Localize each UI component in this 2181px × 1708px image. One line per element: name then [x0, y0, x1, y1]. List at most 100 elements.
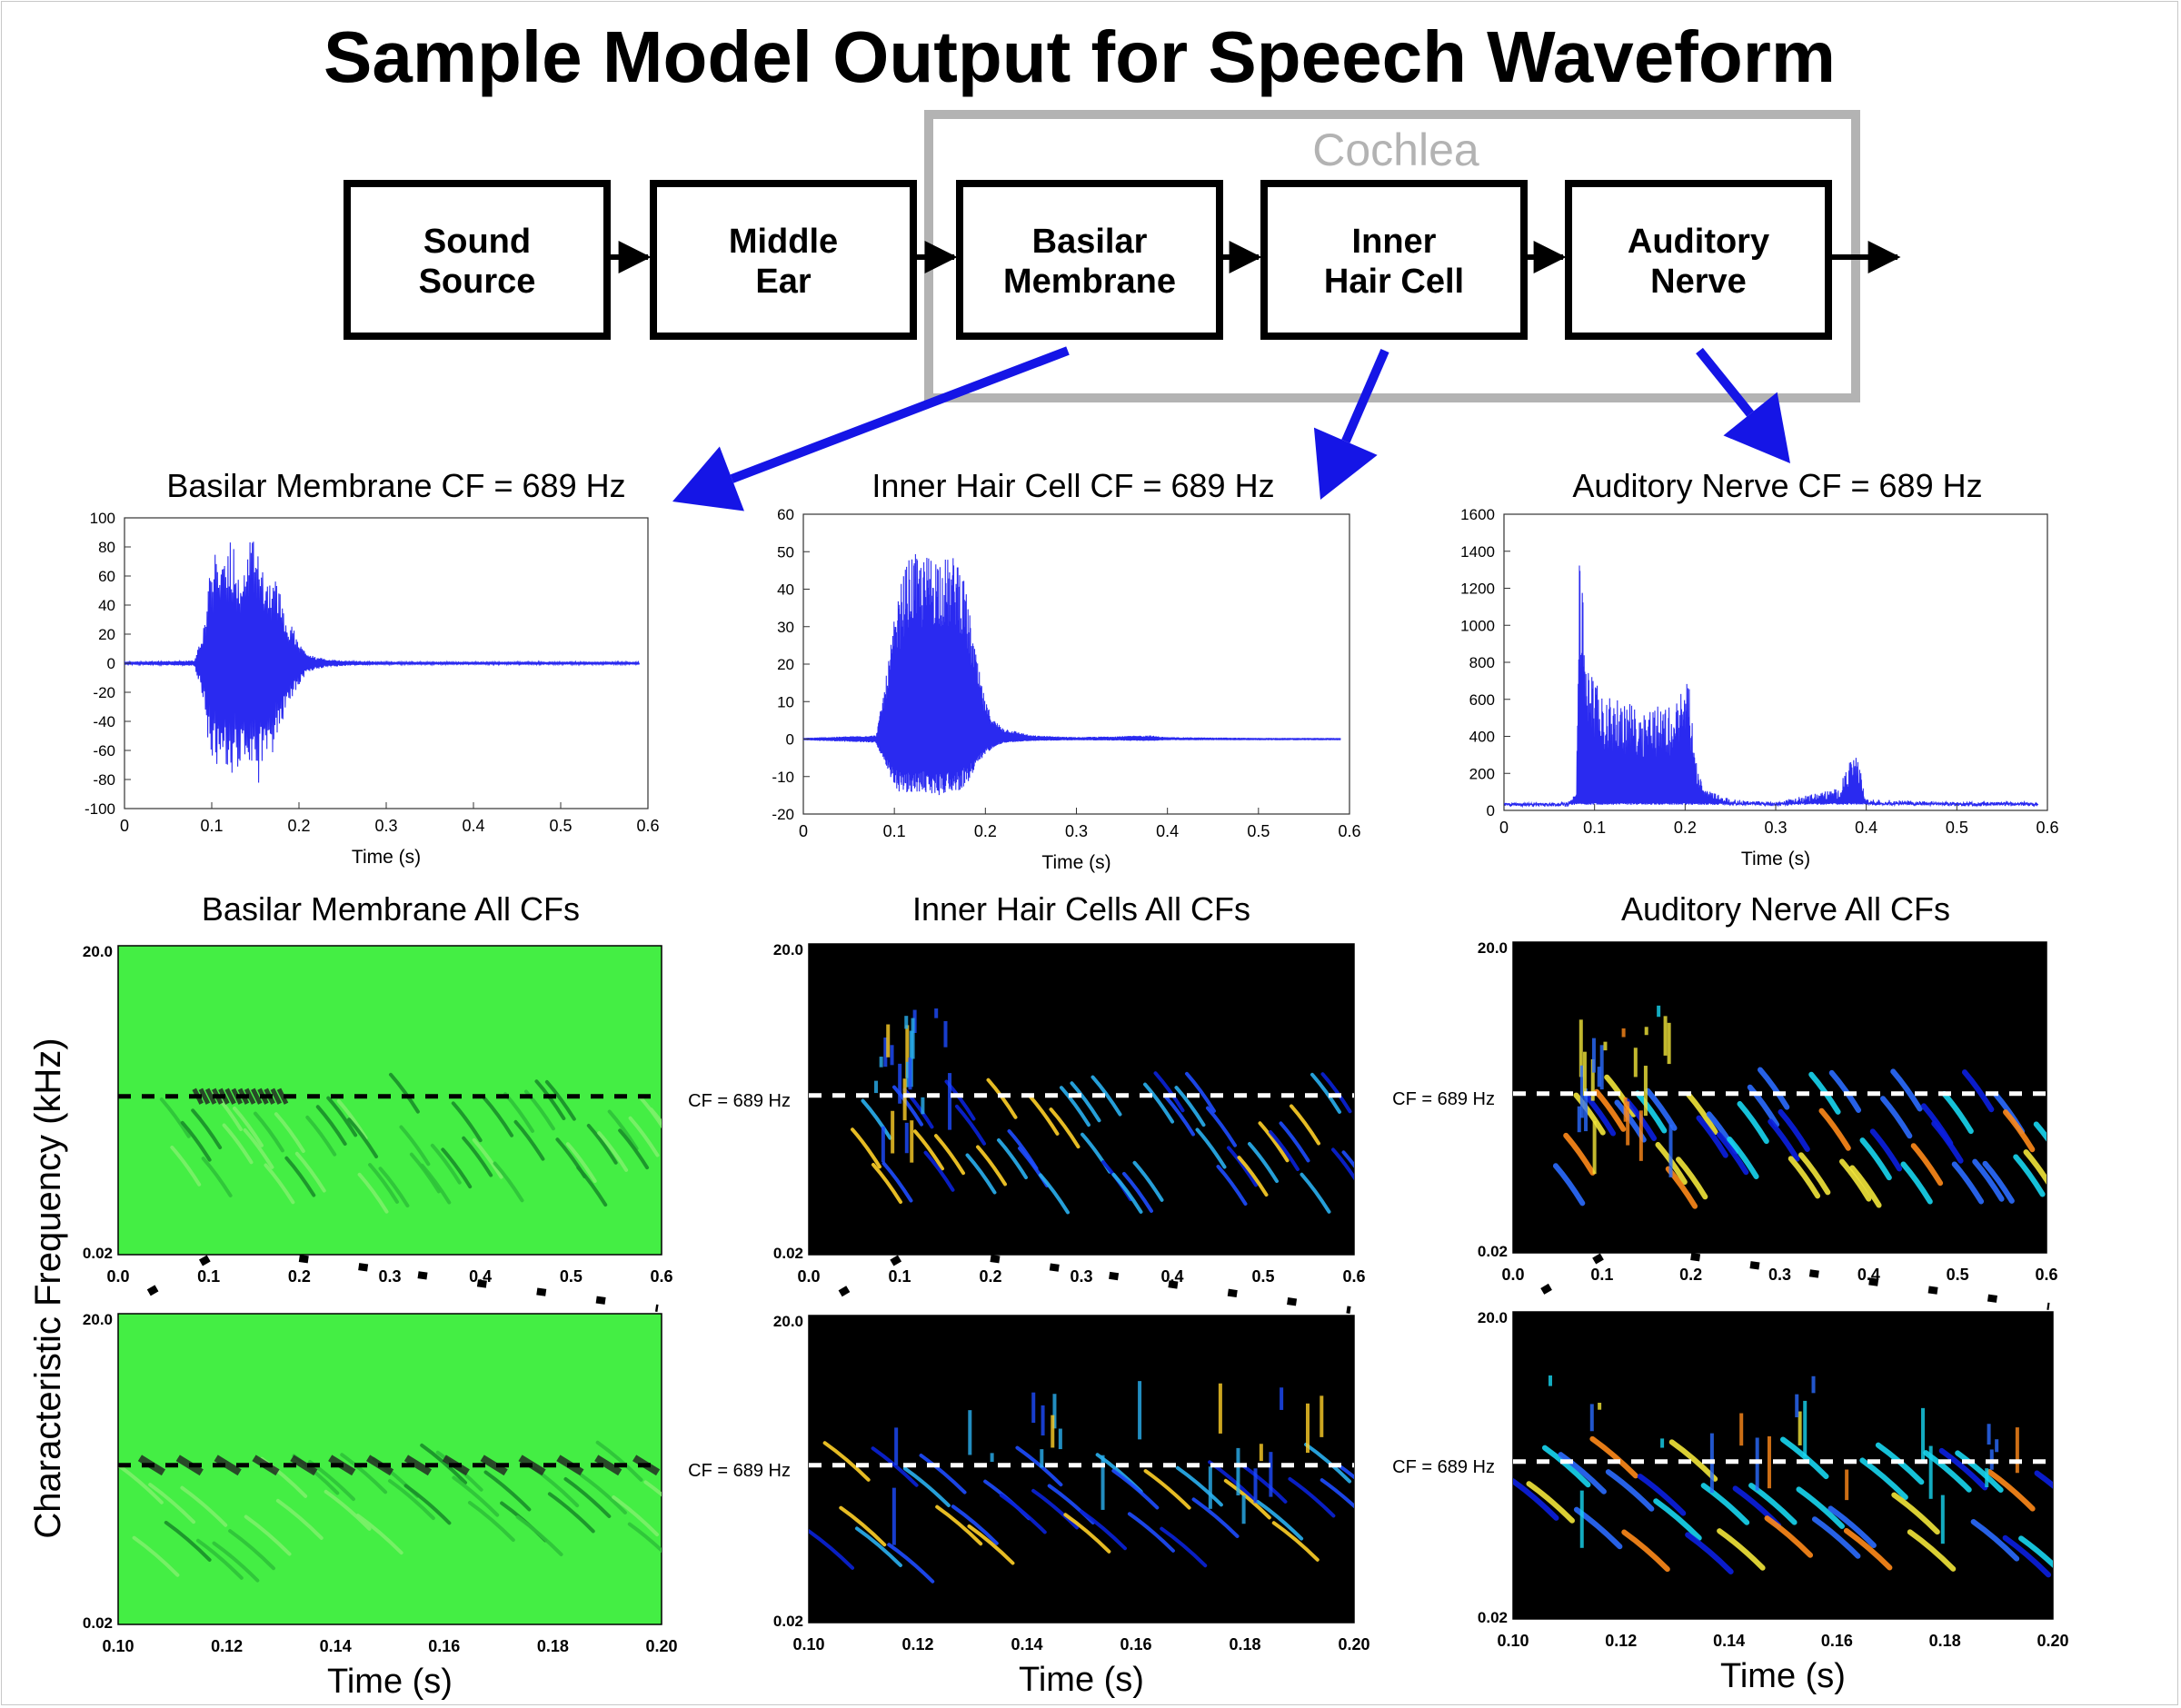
y-tick-label: 0.02 [83, 1614, 113, 1632]
x-tick-label: 0.3 [1070, 1267, 1092, 1286]
block-label: Sound [423, 223, 531, 261]
x-tick-label: 0.2 [974, 822, 997, 840]
zoom-guide [990, 1255, 1351, 1314]
chart-title: Inner Hair Cell CF = 689 Hz [871, 467, 1274, 504]
x-tick-label: 0.1 [888, 1267, 911, 1286]
heatmap-texture [118, 1440, 662, 1583]
x-axis-label: Time (s) [1019, 1661, 1144, 1699]
block-label: Middle [729, 223, 838, 261]
x-tick-label: 0.14 [1713, 1632, 1745, 1650]
y-tick-label: 20.0 [1478, 1309, 1508, 1326]
x-tick-label: 0.0 [1501, 1266, 1524, 1284]
x-tick-label: 0.0 [797, 1267, 820, 1286]
block-box [956, 180, 1223, 340]
y-tick-label: 0.02 [773, 1245, 803, 1262]
y-tick-label: 0.02 [83, 1245, 113, 1262]
x-tick-label: 0.3 [378, 1267, 401, 1286]
x-tick-label: 0.18 [1929, 1632, 1961, 1650]
y-tick-label: 200 [1469, 765, 1495, 782]
figure-title: Sample Model Output for Speech Waveform [324, 16, 1836, 97]
chart-an-all-cfs: Auditory Nerve All CFs CF = 689 Hz 20.0 0.0… [1392, 890, 2058, 1310]
arrow-to-bm-waveform [730, 346, 1070, 483]
heatmap-texture [809, 1381, 1354, 1584]
x-tick-label: 0.6 [1342, 1267, 1365, 1286]
arrow-to-ihc-waveform-head [1313, 427, 1378, 500]
x-axis-label: Time (s) [1041, 852, 1110, 873]
y-tick-label: -40 [93, 713, 115, 730]
y-tick-label: 1600 [1460, 506, 1495, 523]
x-axis-label: Time (s) [327, 1663, 453, 1701]
y-tick-label: 20.0 [83, 1311, 113, 1328]
x-tick-label: 0.2 [288, 1267, 311, 1286]
y-tick-label: -80 [93, 771, 115, 789]
block-label: Ear [755, 263, 811, 301]
zoom-guide [810, 1255, 902, 1314]
x-tick-label: 0.3 [1764, 819, 1787, 837]
y-tick-label: 10 [777, 693, 794, 710]
y-tick-label: 1000 [1460, 617, 1495, 634]
y-tick-label: 0.02 [1478, 1243, 1508, 1260]
y-tick-label: 1200 [1460, 581, 1495, 598]
x-tick-label: 0.10 [792, 1635, 824, 1653]
x-tick-label: 0.1 [1590, 1266, 1613, 1284]
y-tick-label: 40 [777, 581, 794, 599]
chart-bm-zoom: 20.0 0.02 0.10 0.12 0.14 0.16 0.18 0.20 Time (s) [83, 1311, 678, 1701]
block-box [1260, 180, 1528, 340]
block-label: Nerve [1650, 263, 1747, 301]
y-tick-label: 20 [98, 626, 115, 643]
heatmap-texture [159, 1072, 662, 1214]
y-tick-label: 0 [786, 731, 794, 749]
block-label: Inner [1352, 223, 1437, 261]
y-tick-label: 60 [777, 506, 794, 523]
arrow-to-an-waveform-head [1723, 392, 1790, 463]
y-tick-label: 0 [1487, 802, 1495, 819]
y-tick-label: 30 [777, 619, 794, 636]
heatmap-texture [1552, 1005, 2047, 1209]
chart-bm-waveform: Basilar Membrane CF = 689 Hz -100 -80 -60 -4… [85, 467, 660, 868]
x-tick-label: 0.5 [1947, 1266, 1969, 1284]
x-tick-label: 0.14 [1011, 1635, 1042, 1653]
x-tick-label: 0.2 [979, 1267, 1001, 1286]
y-axis-label: Characteristic Frequency (kHz) [28, 1038, 68, 1538]
block-label: Hair Cell [1324, 263, 1464, 301]
y-tick-label: 800 [1469, 654, 1495, 671]
x-tick-label: 0.2 [1674, 819, 1697, 837]
waveform-trace [803, 553, 1341, 796]
zoom-guide [298, 1255, 659, 1312]
x-tick-label: 0.16 [1821, 1632, 1853, 1650]
x-tick-label: 0.10 [102, 1637, 134, 1655]
waveform-trace [124, 541, 640, 783]
zoom-guide [1514, 1253, 1604, 1310]
x-tick-label: 0.2 [1679, 1266, 1702, 1284]
heatmap-texture [851, 1008, 1354, 1215]
y-tick-label: 60 [98, 568, 115, 585]
chart-title: Auditory Nerve CF = 689 Hz [1572, 467, 1982, 504]
x-tick-label: 0.12 [1605, 1632, 1637, 1650]
y-tick-label: 20.0 [1478, 939, 1508, 957]
cf-marker-label: CF = 689 Hz [688, 1461, 791, 1481]
y-tick-label: 20.0 [773, 941, 803, 958]
x-tick-label: 0.6 [650, 1267, 672, 1286]
y-tick-label: 40 [98, 597, 115, 614]
y-tick-label: 50 [777, 543, 794, 561]
y-tick-label: -100 [85, 800, 115, 818]
zoom-guide [120, 1255, 211, 1312]
x-tick-label: 0.4 [1156, 822, 1179, 840]
x-tick-label: 0.18 [537, 1637, 569, 1655]
x-tick-label: 0.20 [2037, 1632, 2068, 1650]
x-tick-label: 0.3 [1768, 1266, 1791, 1284]
plot-area [802, 513, 1350, 815]
chart-bm-all-cfs: Basilar Membrane All CFs 20.0 0.02 0.0 0.1 0.… [83, 890, 673, 1312]
block-label: Membrane [1003, 263, 1176, 301]
chart-title: Auditory Nerve All CFs [1621, 890, 1950, 928]
x-tick-label: 0.10 [1497, 1632, 1529, 1650]
x-axis-label: Time (s) [1720, 1657, 1846, 1695]
x-tick-label: 0.6 [1338, 822, 1360, 840]
chart-an-zoom: CF = 689 Hz 20.0 0.02 0.10 0.12 0.14 0.16 0.18 0… [1392, 1309, 2068, 1695]
x-tick-label: 0.6 [636, 817, 659, 835]
y-tick-label: 100 [90, 510, 115, 527]
